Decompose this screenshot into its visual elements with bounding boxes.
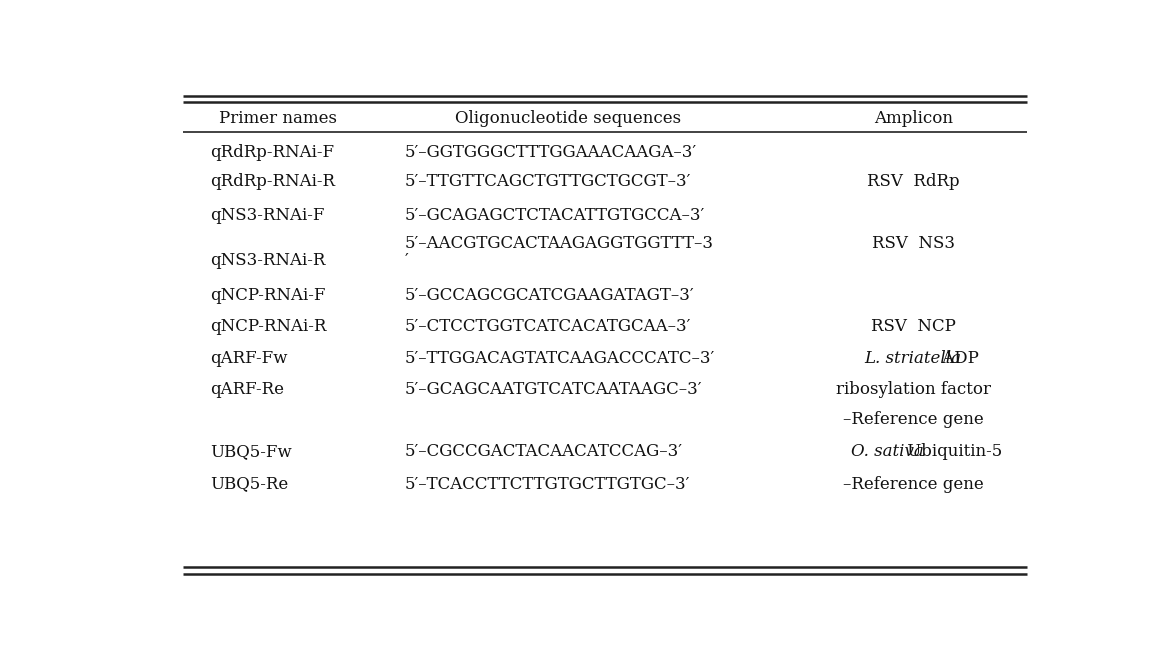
Text: Primer names: Primer names: [219, 110, 337, 127]
Text: RSV  NCP: RSV NCP: [871, 318, 956, 335]
Text: qNCP-RNAi-F: qNCP-RNAi-F: [210, 287, 326, 304]
Text: L. striatella: L. striatella: [864, 351, 961, 368]
Text: qRdRp-RNAi-F: qRdRp-RNAi-F: [210, 144, 334, 161]
Text: –Reference gene: –Reference gene: [843, 411, 984, 428]
Text: RSV  RdRp: RSV RdRp: [867, 173, 959, 190]
Text: 5′–GCCAGCGCATCGAAGATAGT–3′: 5′–GCCAGCGCATCGAAGATAGT–3′: [405, 287, 694, 304]
Text: qNS3-RNAi-F: qNS3-RNAi-F: [210, 206, 324, 223]
Text: 5′–TCACCTTCTTGTGCTTGTGC–3′: 5′–TCACCTTCTTGTGCTTGTGC–3′: [405, 475, 691, 492]
Text: 5′–GCAGAGCTCTACATTGTGCCA–3′: 5′–GCAGAGCTCTACATTGTGCCA–3′: [405, 206, 705, 223]
Text: 5′–GCAGCAATGTCATCAATAAGC–3′: 5′–GCAGCAATGTCATCAATAAGC–3′: [405, 381, 703, 398]
Text: qARF-Fw: qARF-Fw: [210, 351, 287, 368]
Text: UBQ5-Re: UBQ5-Re: [210, 475, 288, 492]
Text: 5′–CTCCTGGTCATCACATGCAA–3′: 5′–CTCCTGGTCATCACATGCAA–3′: [405, 318, 691, 335]
Text: ADP: ADP: [938, 351, 979, 368]
Text: qARF-Re: qARF-Re: [210, 381, 283, 398]
Text: Ubiquitin-5: Ubiquitin-5: [902, 443, 1001, 460]
Text: qNCP-RNAi-R: qNCP-RNAi-R: [210, 318, 327, 335]
Text: 5′–TTGGACAGTATCAAGACCCATC–3′: 5′–TTGGACAGTATCAAGACCCATC–3′: [405, 351, 715, 368]
Text: Amplicon: Amplicon: [874, 110, 953, 127]
Text: UBQ5-Fw: UBQ5-Fw: [210, 443, 292, 460]
Text: ribosylation factor: ribosylation factor: [836, 381, 991, 398]
Text: ′: ′: [405, 252, 409, 270]
Text: 5′–GGTGGGCTTTGGAAACAAGA–3′: 5′–GGTGGGCTTTGGAAACAAGA–3′: [405, 144, 697, 161]
Text: Oligonucleotide sequences: Oligonucleotide sequences: [456, 110, 682, 127]
Text: 5′–AACGTGCACTAAGAGGTGGTTT–3: 5′–AACGTGCACTAAGAGGTGGTTT–3: [405, 235, 714, 252]
Text: –Reference gene: –Reference gene: [843, 475, 984, 492]
Text: 5′–TTGTTCAGCTGTTGCTGCGT–3′: 5′–TTGTTCAGCTGTTGCTGCGT–3′: [405, 173, 691, 190]
Text: O. sativa: O. sativa: [851, 443, 924, 460]
Text: qNS3-RNAi-R: qNS3-RNAi-R: [210, 252, 326, 270]
Text: RSV  NS3: RSV NS3: [871, 235, 954, 252]
Text: qRdRp-RNAi-R: qRdRp-RNAi-R: [210, 173, 335, 190]
Text: 5′–CGCCGACTACAACATCCAG–3′: 5′–CGCCGACTACAACATCCAG–3′: [405, 443, 683, 460]
